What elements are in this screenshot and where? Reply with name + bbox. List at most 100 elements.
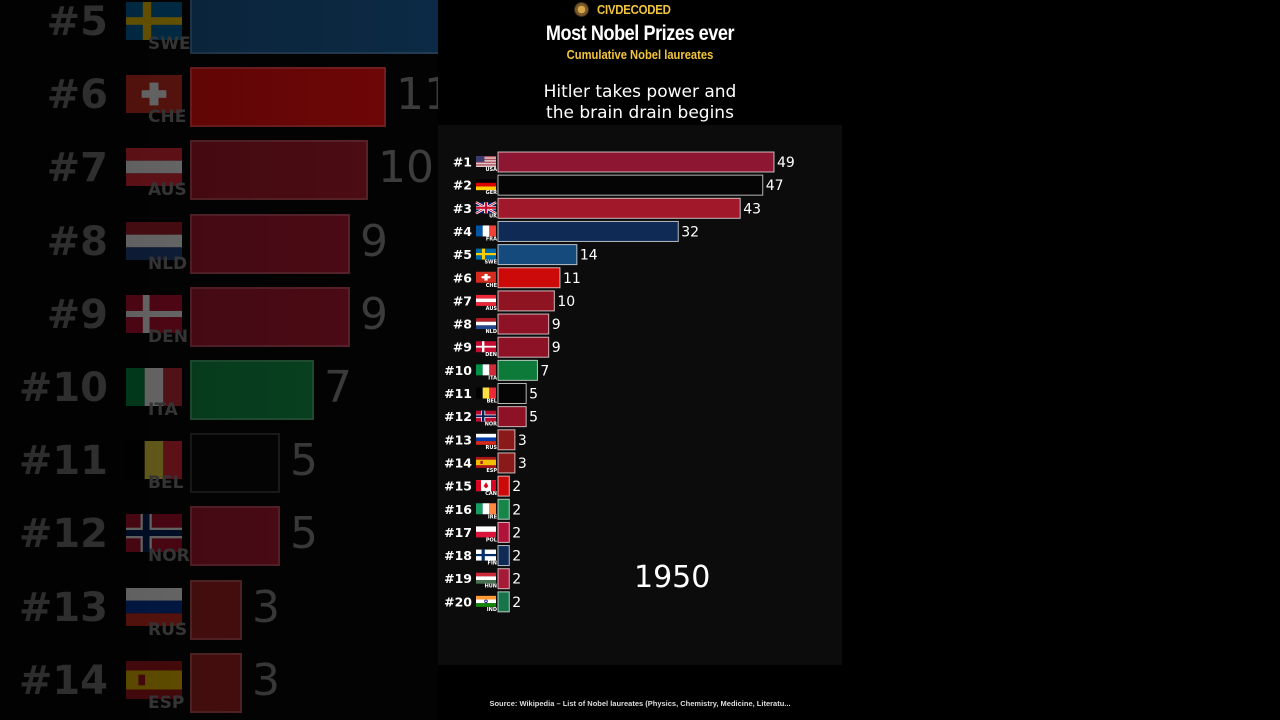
- bg-value-label: 7: [324, 362, 352, 413]
- bg-country-code: AUS: [148, 180, 187, 201]
- flag-esp-icon: [476, 456, 496, 468]
- rank-label: #3: [453, 201, 472, 216]
- bar-row-uk: #3 UK 43: [453, 197, 761, 219]
- bar-row-usa: #1 USA 49: [453, 151, 795, 173]
- bg-value-label: 5: [290, 508, 318, 560]
- value-label: 9: [552, 317, 561, 333]
- rank-label: #6: [453, 270, 472, 285]
- annotation-line-2: the brain drain begins: [546, 103, 734, 123]
- value-label: 49: [777, 155, 795, 171]
- flag-den-icon: [476, 341, 496, 353]
- bg-bar: [190, 0, 438, 54]
- bg-rank-label: #10: [18, 365, 108, 411]
- rank-label: #17: [444, 525, 472, 540]
- bg-flag-che-icon: [126, 75, 182, 114]
- bar-row-ind: #20 IND 2: [444, 591, 521, 613]
- bg-value-label: 3: [252, 581, 280, 633]
- year-label: 1950: [634, 560, 711, 595]
- value-label: 2: [512, 595, 521, 611]
- country-code-label: FRA: [486, 236, 497, 242]
- bg-value-label: 9: [360, 288, 388, 340]
- country-code-label: POL: [486, 537, 498, 543]
- annotation: Hitler takes power and the brain drain b…: [438, 82, 842, 124]
- rank-label: #19: [444, 571, 472, 586]
- country-code-label: FIN: [488, 561, 497, 567]
- flag-pol-icon: [476, 526, 496, 538]
- value-label: 2: [512, 572, 521, 588]
- rank-label: #14: [444, 455, 472, 470]
- country-code-label: DEN: [485, 352, 497, 358]
- rank-label: #5: [453, 247, 472, 262]
- flag-bel-icon: [476, 387, 496, 399]
- bg-country-code: BEL: [148, 473, 184, 494]
- value-label: 2: [512, 479, 521, 495]
- rank-label: #11: [444, 386, 472, 401]
- country-code-label: GER: [486, 190, 498, 196]
- bg-rank-label: #11: [18, 438, 108, 485]
- bar: [497, 336, 550, 358]
- bar: [497, 568, 510, 590]
- bar: [497, 244, 578, 266]
- bar: [497, 313, 550, 335]
- bg-country-code: DEN: [148, 326, 188, 347]
- bar-row-den: #9 DEN 9: [453, 336, 561, 358]
- value-label: 2: [512, 502, 521, 518]
- country-code-label: NOR: [485, 422, 497, 428]
- country-code-label: IRE: [488, 514, 498, 520]
- bar: [497, 174, 764, 196]
- bg-rank-label: #14: [18, 657, 108, 704]
- country-code-label: BEL: [487, 399, 498, 405]
- country-code-label: USA: [485, 167, 497, 173]
- rank-label: #12: [444, 409, 472, 424]
- country-code-label: UK: [489, 213, 498, 219]
- bg-flag-den-icon: [126, 294, 182, 333]
- bar-row-fin: #18 FIN 2: [444, 545, 521, 567]
- bg-bar: [190, 286, 350, 347]
- bg-bar: [190, 360, 314, 420]
- bg-rank-label: #7: [46, 145, 108, 192]
- bg-rank-label: #13: [18, 584, 108, 631]
- bar-row-swe: #5 SWE 14: [453, 244, 598, 266]
- bar: [497, 521, 510, 543]
- flag-rus-icon: [476, 433, 496, 445]
- rank-label: #7: [453, 293, 472, 308]
- bg-country-code: NLD: [148, 253, 188, 274]
- bar-row-che: #6 CHE 11: [453, 267, 581, 289]
- bg-bar: [190, 433, 280, 494]
- chart-subtitle: Cumulative Nobel laureates: [566, 47, 714, 62]
- bar-row-nor: #12 NOR 5: [444, 406, 538, 428]
- bg-flag-rus-icon: [126, 587, 182, 626]
- flag-usa-icon: [476, 156, 496, 167]
- bar-row-hun: #19 HUN 2: [444, 568, 521, 590]
- bar-row-rus: #13 RUS 3: [444, 429, 527, 451]
- value-label: 47: [766, 178, 784, 194]
- bar-row-fra: #4 FRA 32: [453, 220, 699, 242]
- country-code-label: HUN: [485, 584, 497, 590]
- rank-label: #18: [444, 548, 472, 563]
- rank-label: #20: [444, 594, 472, 609]
- flag-ind-icon: [476, 595, 496, 607]
- country-code-label: IND: [487, 607, 497, 613]
- flag-hun-icon: [476, 572, 496, 584]
- rank-label: #10: [444, 363, 472, 378]
- bg-value-label: 10: [378, 142, 434, 194]
- flag-che-icon: [476, 271, 496, 283]
- bg-country-code: RUS: [148, 619, 188, 640]
- bar: [497, 151, 775, 173]
- bg-flag-nld-icon: [126, 221, 182, 260]
- rank-label: #8: [453, 317, 472, 332]
- video-panel: CIVDECODED Most Nobel Prizes ever Cumula…: [438, 0, 842, 720]
- bar-row-ire: #16 IRE 2: [444, 498, 521, 520]
- bg-bar: [190, 506, 280, 567]
- rank-label: #1: [453, 155, 472, 170]
- bar: [497, 406, 527, 428]
- bar-row-esp: #14 ESP 3: [444, 452, 527, 474]
- chart-title: Most Nobel Prizes ever: [545, 22, 735, 45]
- bar-row-nld: #8 NLD 9: [453, 313, 561, 335]
- bg-rank-label: #9: [46, 291, 108, 338]
- bg-value-label: 3: [252, 654, 280, 706]
- brand: CIVDECODED: [574, 0, 681, 18]
- brand-logo-icon: [574, 1, 589, 17]
- bg-value-label: 9: [360, 215, 388, 267]
- flag-nld-icon: [476, 318, 496, 330]
